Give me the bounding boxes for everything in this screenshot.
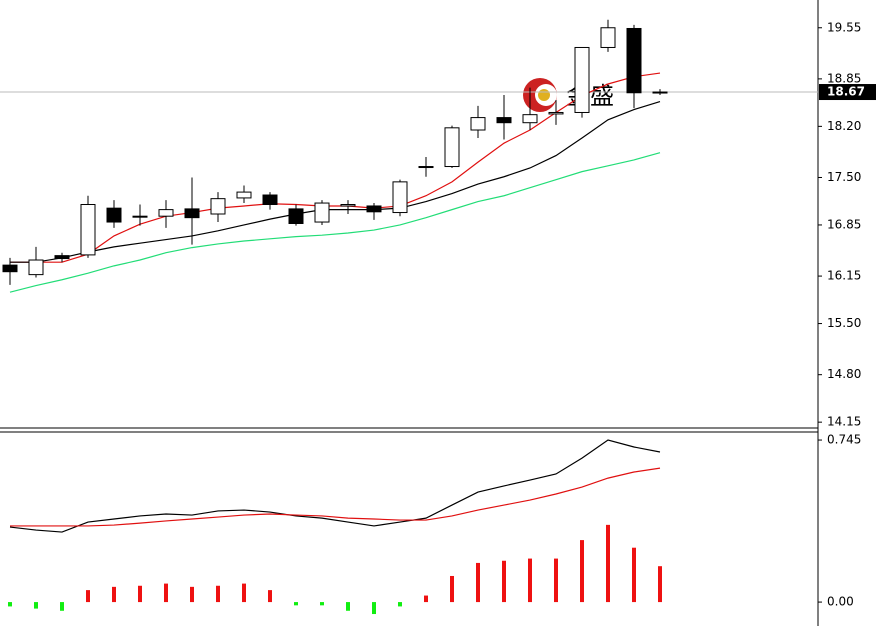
histogram-bar bbox=[398, 602, 402, 607]
candle-body bbox=[132, 215, 148, 218]
histogram-bar bbox=[138, 585, 142, 603]
candle-body bbox=[210, 198, 226, 215]
indicator-line bbox=[9, 152, 661, 293]
indicator-line bbox=[10, 467, 661, 527]
histogram-bar bbox=[554, 558, 558, 603]
histogram-bar bbox=[346, 602, 350, 611]
candle-body bbox=[496, 117, 512, 124]
candle-body bbox=[392, 181, 408, 214]
y-tick-label: 17.50 bbox=[827, 170, 861, 184]
histogram-bar bbox=[320, 602, 324, 606]
candle-body bbox=[184, 208, 200, 219]
histogram-bar bbox=[632, 547, 636, 603]
y-tick-label: 0.00 bbox=[827, 595, 854, 609]
watermark-logo bbox=[523, 78, 557, 112]
y-tick-label: 19.55 bbox=[827, 20, 861, 34]
histogram-bar bbox=[424, 595, 428, 603]
histogram-bar bbox=[216, 585, 220, 603]
histogram-bar bbox=[268, 590, 272, 603]
candle-body bbox=[444, 127, 460, 168]
candle-body bbox=[600, 27, 616, 48]
candle-body bbox=[236, 191, 252, 199]
y-tick-label: 14.80 bbox=[827, 367, 861, 381]
candle-body bbox=[314, 202, 330, 223]
histogram-bar bbox=[528, 558, 532, 603]
histogram-bar bbox=[242, 583, 246, 603]
histogram-bar bbox=[34, 602, 38, 609]
watermark: 金盛 bbox=[566, 82, 614, 110]
candle-body bbox=[522, 114, 538, 124]
histogram-bar bbox=[86, 590, 90, 603]
histogram-bar bbox=[450, 575, 454, 603]
candle-body bbox=[548, 111, 564, 115]
indicator-line bbox=[10, 72, 661, 263]
y-tick-label: 18.20 bbox=[827, 119, 861, 133]
candle-body bbox=[626, 27, 642, 94]
histogram-bar bbox=[294, 602, 298, 606]
indicator-line bbox=[9, 439, 661, 533]
y-tick-label: 18.85 bbox=[827, 71, 861, 85]
candle-body bbox=[28, 259, 44, 276]
histogram-bar bbox=[502, 560, 506, 603]
candle-body bbox=[158, 209, 174, 217]
candle-body bbox=[288, 208, 304, 224]
candle-body bbox=[106, 207, 122, 223]
y-tick-label: 16.15 bbox=[827, 269, 861, 283]
histogram-bar bbox=[580, 540, 584, 603]
candle-body bbox=[574, 46, 590, 113]
y-tick-label: 15.50 bbox=[827, 316, 861, 330]
histogram-bar bbox=[476, 562, 480, 603]
indicator-line bbox=[10, 100, 661, 263]
histogram-bar bbox=[8, 602, 12, 607]
candle-body bbox=[652, 91, 668, 94]
candle-body bbox=[340, 204, 356, 207]
candle-body bbox=[366, 205, 382, 213]
candle-body bbox=[418, 166, 434, 169]
candle-body bbox=[470, 117, 486, 131]
y-tick-label: 14.15 bbox=[827, 415, 861, 429]
candle-body bbox=[2, 264, 18, 273]
histogram-bar bbox=[112, 586, 116, 603]
y-tick-label: 0.745 bbox=[827, 433, 861, 447]
price-label: 18.67 bbox=[827, 85, 865, 99]
candle-body bbox=[54, 255, 70, 260]
histogram-bar bbox=[606, 524, 610, 603]
price-label-box bbox=[819, 84, 876, 101]
candle-body bbox=[80, 204, 96, 256]
histogram-bar bbox=[190, 586, 194, 603]
histogram-bar bbox=[164, 583, 168, 603]
histogram-bar bbox=[60, 602, 64, 611]
histogram-bar bbox=[372, 602, 376, 615]
candle-body bbox=[262, 194, 278, 206]
histogram-bar bbox=[658, 566, 662, 603]
y-tick-label: 16.85 bbox=[827, 217, 861, 231]
